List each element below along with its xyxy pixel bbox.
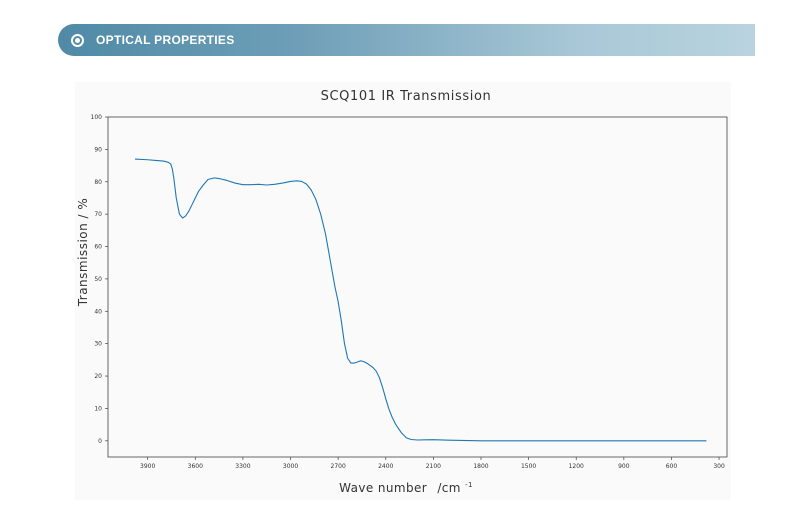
- x-axis-label-unit: /cm: [437, 481, 461, 495]
- y-tick-label: 40: [94, 308, 102, 315]
- x-tick-label: 600: [666, 463, 678, 470]
- x-tick-label: 2400: [378, 463, 393, 470]
- chart-title: SCQ101 IR Transmission: [321, 89, 492, 104]
- x-tick-label: 1500: [521, 463, 536, 470]
- plot-frame: [107, 116, 728, 458]
- x-tick-label: 300: [713, 463, 725, 470]
- ir-transmission-chart: SCQ101 IR Transmission 0 10 20 30 40 50 60 70 80…: [76, 89, 728, 495]
- y-axis-label: Transmission / %: [76, 198, 90, 308]
- y-tick-label: 20: [94, 373, 102, 380]
- x-axis-label-text: Wave number: [339, 481, 427, 495]
- y-tick-label: 0: [98, 438, 102, 445]
- y-axis-ticks: 0 10 20 30 40 50 60 70 80 90 100: [91, 114, 108, 445]
- x-tick-label: 1200: [569, 463, 584, 470]
- x-tick-label: 3000: [283, 463, 298, 470]
- y-tick-label: 10: [94, 405, 102, 412]
- x-tick-label: 900: [618, 463, 630, 470]
- x-tick-label: 2100: [426, 463, 441, 470]
- x-tick-label: 3600: [188, 463, 203, 470]
- x-tick-label: 3900: [140, 463, 155, 470]
- x-tick-label: 2700: [331, 463, 346, 470]
- y-tick-label: 70: [94, 211, 102, 218]
- y-tick-label: 30: [94, 341, 102, 348]
- y-tick-label: 50: [94, 276, 102, 283]
- x-tick-label: 3300: [235, 463, 250, 470]
- y-tick-label: 90: [94, 146, 102, 153]
- radio-dot-icon: [71, 33, 84, 47]
- x-axis-ticks: 3900 3600 3300 3000 2700 2400 2100 1800 1500 1200…: [140, 457, 725, 470]
- x-tick-label: 1800: [473, 463, 488, 470]
- section-header: OPTICAL PROPERTIES: [58, 24, 755, 56]
- chart-card: SCQ101 IR Transmission 0 10 20 30 40 50 60 70 80…: [75, 82, 731, 500]
- x-axis-label: Wave number /cm -1: [339, 481, 473, 495]
- y-tick-label: 80: [94, 179, 102, 186]
- x-axis-label-exponent: -1: [465, 481, 473, 489]
- section-title: OPTICAL PROPERTIES: [96, 33, 235, 47]
- y-tick-label: 100: [91, 114, 103, 121]
- y-tick-label: 60: [94, 244, 102, 251]
- transmission-series-line: [134, 158, 707, 442]
